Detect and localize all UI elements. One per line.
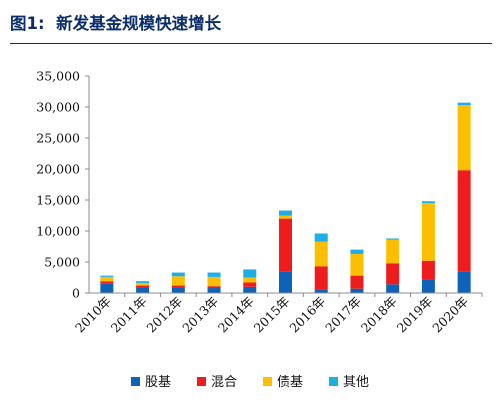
- legend-swatch: [131, 377, 140, 386]
- legend-label: 债基: [277, 375, 303, 390]
- x-tick-label: 2020年: [429, 294, 471, 336]
- legend-label: 混合: [211, 375, 237, 390]
- bar-segment: [279, 215, 292, 219]
- bar-segment: [243, 269, 257, 278]
- bar-segment: [350, 275, 364, 289]
- y-axis: 0 5,000 10,000 15,000 20,000 25,000 30,000 35,0…: [36, 69, 90, 301]
- bar-segment: [243, 277, 257, 283]
- bar-segment: [136, 281, 150, 284]
- bar-segment: [171, 287, 185, 293]
- x-tick-label: 2014年: [215, 294, 257, 336]
- x-tick-label: 2012年: [143, 294, 185, 336]
- legend-label: 股基: [145, 375, 171, 390]
- bar-segment: [386, 238, 400, 240]
- bar-segment: [350, 253, 364, 276]
- x-tick-label: 2017年: [322, 294, 364, 336]
- bar-segment: [386, 284, 400, 293]
- bar-segment: [100, 281, 114, 284]
- bar-segment: [314, 241, 328, 267]
- bar-segment: [421, 201, 435, 204]
- y-tick-label: 15,000: [36, 193, 80, 208]
- bar-segment: [136, 283, 150, 286]
- bar-series: [100, 102, 471, 293]
- title-underline: [10, 43, 492, 44]
- legend-label: 其他: [343, 375, 369, 390]
- y-tick-label: 30,000: [36, 100, 80, 115]
- bar-segment: [279, 210, 292, 216]
- bar-segment: [314, 266, 328, 290]
- y-tick-label: 20,000: [36, 162, 80, 177]
- x-tick-label: 2016年: [286, 294, 328, 336]
- bar-segment: [350, 249, 364, 254]
- legend-swatch: [197, 377, 206, 386]
- figure-title: 图1: 新发基金规模快速增长: [10, 9, 490, 39]
- bar-segment: [421, 260, 435, 280]
- bar-segment: [243, 286, 257, 293]
- y-tick-label: 10,000: [36, 224, 80, 239]
- bar-segment: [386, 263, 400, 285]
- legend-swatch: [329, 377, 338, 386]
- x-axis: 2010年2011年2012年2013年2014年2015年2016年2017年…: [72, 292, 483, 336]
- bar-segment: [100, 275, 114, 277]
- bar-segment: [457, 102, 471, 106]
- bar-segment: [243, 282, 257, 287]
- bar-segment: [350, 288, 364, 293]
- x-tick-label: 2018年: [358, 294, 400, 336]
- bar-segment: [457, 105, 471, 171]
- bar-segment: [279, 271, 292, 293]
- y-tick-label: 35,000: [36, 69, 80, 84]
- y-tick-label: 5,000: [44, 255, 80, 270]
- bar-segment: [136, 285, 150, 288]
- bar-segment: [100, 276, 114, 282]
- x-tick-label: 2013年: [179, 294, 221, 336]
- bar-segment: [314, 233, 328, 242]
- y-tick-label: 25,000: [36, 131, 80, 146]
- bar-segment: [457, 271, 471, 293]
- bar-segment: [207, 286, 221, 289]
- bar-segment: [386, 239, 400, 264]
- bar-segment: [100, 283, 114, 293]
- bar-segment: [421, 279, 435, 293]
- y-tick-label: 0: [72, 286, 80, 301]
- x-tick-label: 2019年: [394, 294, 436, 336]
- figure-label: 图1:: [10, 14, 45, 33]
- bar-segment: [207, 276, 221, 287]
- bar-segment: [207, 272, 221, 277]
- bar-segment: [171, 276, 185, 286]
- x-tick-label: 2015年: [251, 294, 293, 336]
- bar-segment: [314, 289, 328, 293]
- bar-segment: [136, 287, 150, 293]
- legend-swatch: [263, 377, 272, 386]
- legend: 股基 混合 债基 其他: [131, 375, 369, 390]
- bar-segment: [421, 203, 435, 261]
- bar-segment: [279, 218, 292, 272]
- x-tick-label: 2011年: [108, 294, 150, 336]
- bar-segment: [207, 288, 221, 293]
- bar-segment: [171, 272, 185, 277]
- bar-segment: [457, 170, 471, 272]
- bar-segment: [171, 285, 185, 288]
- figure-title-text: 新发基金规模快速增长: [56, 14, 222, 33]
